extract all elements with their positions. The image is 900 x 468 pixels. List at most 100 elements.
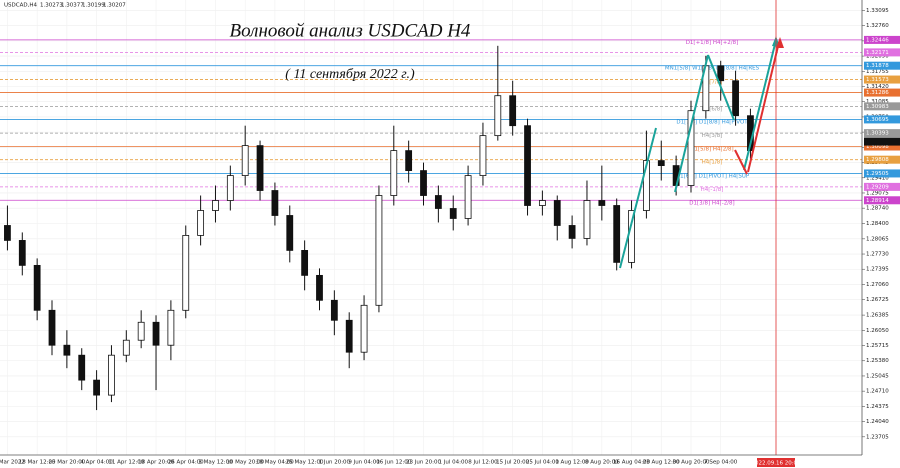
grid bbox=[0, 0, 862, 455]
candle-body bbox=[434, 195, 442, 209]
wave-line bbox=[734, 149, 748, 175]
price-tag-label: 1.31878 bbox=[866, 63, 889, 69]
wave-line bbox=[674, 54, 709, 193]
x-tick-label: 18 Mar 12:00 bbox=[19, 460, 56, 466]
x-tick-label: 1 Aug 12:00 bbox=[555, 460, 589, 466]
candle-body bbox=[212, 200, 219, 211]
arrow-head bbox=[776, 37, 784, 48]
price-tag-label: 1.32446 bbox=[866, 37, 889, 43]
y-tick-label: 1.25045 bbox=[866, 373, 889, 379]
level-label: D1[5/8] H4[2/8] bbox=[690, 147, 733, 153]
y-tick-label: 1.28065 bbox=[866, 236, 889, 242]
candle-body bbox=[717, 65, 725, 82]
y-tick-label: 1.29075 bbox=[866, 190, 889, 196]
wave-line bbox=[619, 127, 657, 269]
candle-body bbox=[732, 80, 739, 117]
level-label: H4[7/8] bbox=[702, 80, 723, 86]
price-tag-label: 1.30983 bbox=[866, 104, 889, 110]
quote-value: 1.30273 bbox=[40, 3, 63, 9]
price-tag-label: 1.29209 bbox=[866, 184, 889, 190]
level-label: D1[+1/8] H4[+2/8] bbox=[686, 40, 739, 46]
y-tick-label: 1.28400 bbox=[866, 221, 889, 227]
price-tag bbox=[864, 155, 900, 164]
candle-body bbox=[182, 235, 190, 311]
candle-body bbox=[4, 225, 11, 241]
candle-body bbox=[494, 95, 502, 137]
price-tag bbox=[864, 115, 900, 124]
y-tick-label: 1.26725 bbox=[866, 297, 889, 303]
level-label: D1[7/8] D1[8/8] H4[PIVOT bbox=[676, 119, 748, 125]
price-tag bbox=[864, 48, 900, 57]
price-tag-label: 1.30098 bbox=[866, 144, 889, 150]
cursor-label: 2022.09.16 20:00 bbox=[751, 461, 801, 467]
candle-body bbox=[137, 321, 145, 341]
x-tick-label: 30 Aug 20:00 bbox=[672, 460, 710, 466]
y-tick-label: 1.32760 bbox=[866, 23, 889, 29]
candle-body bbox=[271, 190, 279, 216]
price-tag bbox=[864, 75, 900, 84]
x-tick-label: 1 Jul 04:00 bbox=[438, 460, 468, 466]
candle-body bbox=[643, 160, 650, 211]
x-tick-label: 16 Jun 12:00 bbox=[376, 460, 411, 466]
x-tick-label: 3 May 12:00 bbox=[198, 460, 233, 466]
candle-body bbox=[78, 354, 86, 381]
x-tick-label: 23 Jun 20:00 bbox=[406, 460, 441, 466]
candle-body bbox=[375, 195, 383, 306]
y-tick-label: 1.32090 bbox=[866, 54, 889, 60]
y-tick-label: 1.24710 bbox=[866, 389, 889, 395]
candle-body bbox=[405, 150, 413, 171]
candle-body bbox=[63, 344, 71, 356]
candles bbox=[4, 45, 754, 411]
x-tick-label: 15 Jul 20:00 bbox=[496, 460, 529, 466]
chart-subtitle: ( 11 сентября 2022 г.) bbox=[285, 67, 415, 82]
last-price-tag bbox=[864, 137, 900, 146]
y-tick-label: 1.31420 bbox=[866, 84, 889, 90]
x-tick-label: 9 Jun 04:00 bbox=[348, 460, 380, 466]
candle-body bbox=[360, 304, 368, 353]
x-tick-label: 23 Aug 12:00 bbox=[643, 460, 681, 466]
quote-value: 1.30377 bbox=[61, 3, 84, 9]
y-tick-label: 1.23705 bbox=[866, 434, 889, 440]
x-tick-label: 1 Jun 20:00 bbox=[319, 460, 351, 466]
x-tick-label: 25 Jul 04:00 bbox=[526, 460, 559, 466]
y-tick-label: 1.25380 bbox=[866, 358, 889, 364]
x-tick-label: 25 Mar 20:00 bbox=[49, 460, 86, 466]
y-tick-label: 1.27060 bbox=[866, 282, 889, 288]
candle-body bbox=[524, 125, 531, 206]
candle-body bbox=[553, 200, 561, 226]
y-tick-label: 1.29410 bbox=[866, 175, 889, 181]
candle-body bbox=[598, 200, 606, 206]
x-tick-label: 16 Aug 04:00 bbox=[613, 460, 651, 466]
price-tag bbox=[864, 129, 900, 138]
candle-body bbox=[33, 264, 41, 311]
x-tick-label: 25 May 12:00 bbox=[286, 460, 324, 466]
x-tick-label: 11 Apr 12:00 bbox=[108, 460, 144, 466]
price-tag bbox=[864, 61, 900, 70]
price-tag bbox=[864, 182, 900, 191]
chart-title: Волновой анализ USDCAD H4 bbox=[230, 20, 471, 41]
wave-line bbox=[747, 41, 780, 173]
price-tag-label: 1.30393 bbox=[866, 131, 889, 137]
y-tick-label: 1.28740 bbox=[866, 206, 889, 212]
candle-body bbox=[226, 175, 234, 201]
y-tick-label: 1.24040 bbox=[866, 419, 889, 425]
candle-body bbox=[48, 309, 56, 346]
price-tag bbox=[864, 169, 900, 178]
candle-body bbox=[18, 240, 26, 266]
candle-body bbox=[464, 175, 472, 219]
x-tick-label: 8 Jul 12:00 bbox=[468, 460, 498, 466]
price-tag-label: 1.29808 bbox=[866, 157, 889, 163]
price-tag-label: 1.29505 bbox=[866, 171, 889, 177]
y-tick-label: 1.26385 bbox=[866, 313, 889, 319]
y-tick-label: 1.26050 bbox=[866, 328, 889, 334]
x-tick-label: 10 May 20:00 bbox=[226, 460, 264, 466]
candle-body bbox=[420, 170, 427, 196]
price-tag-label: 1.32171 bbox=[866, 50, 889, 56]
candle-body bbox=[286, 215, 294, 251]
candle-body bbox=[657, 160, 665, 166]
candle-body bbox=[479, 135, 487, 176]
candle-body bbox=[241, 145, 249, 176]
levels: D1[+1/8] H4[+2/8] MN1[5/8] W1[8/8] D1[8/8… bbox=[0, 39, 862, 206]
